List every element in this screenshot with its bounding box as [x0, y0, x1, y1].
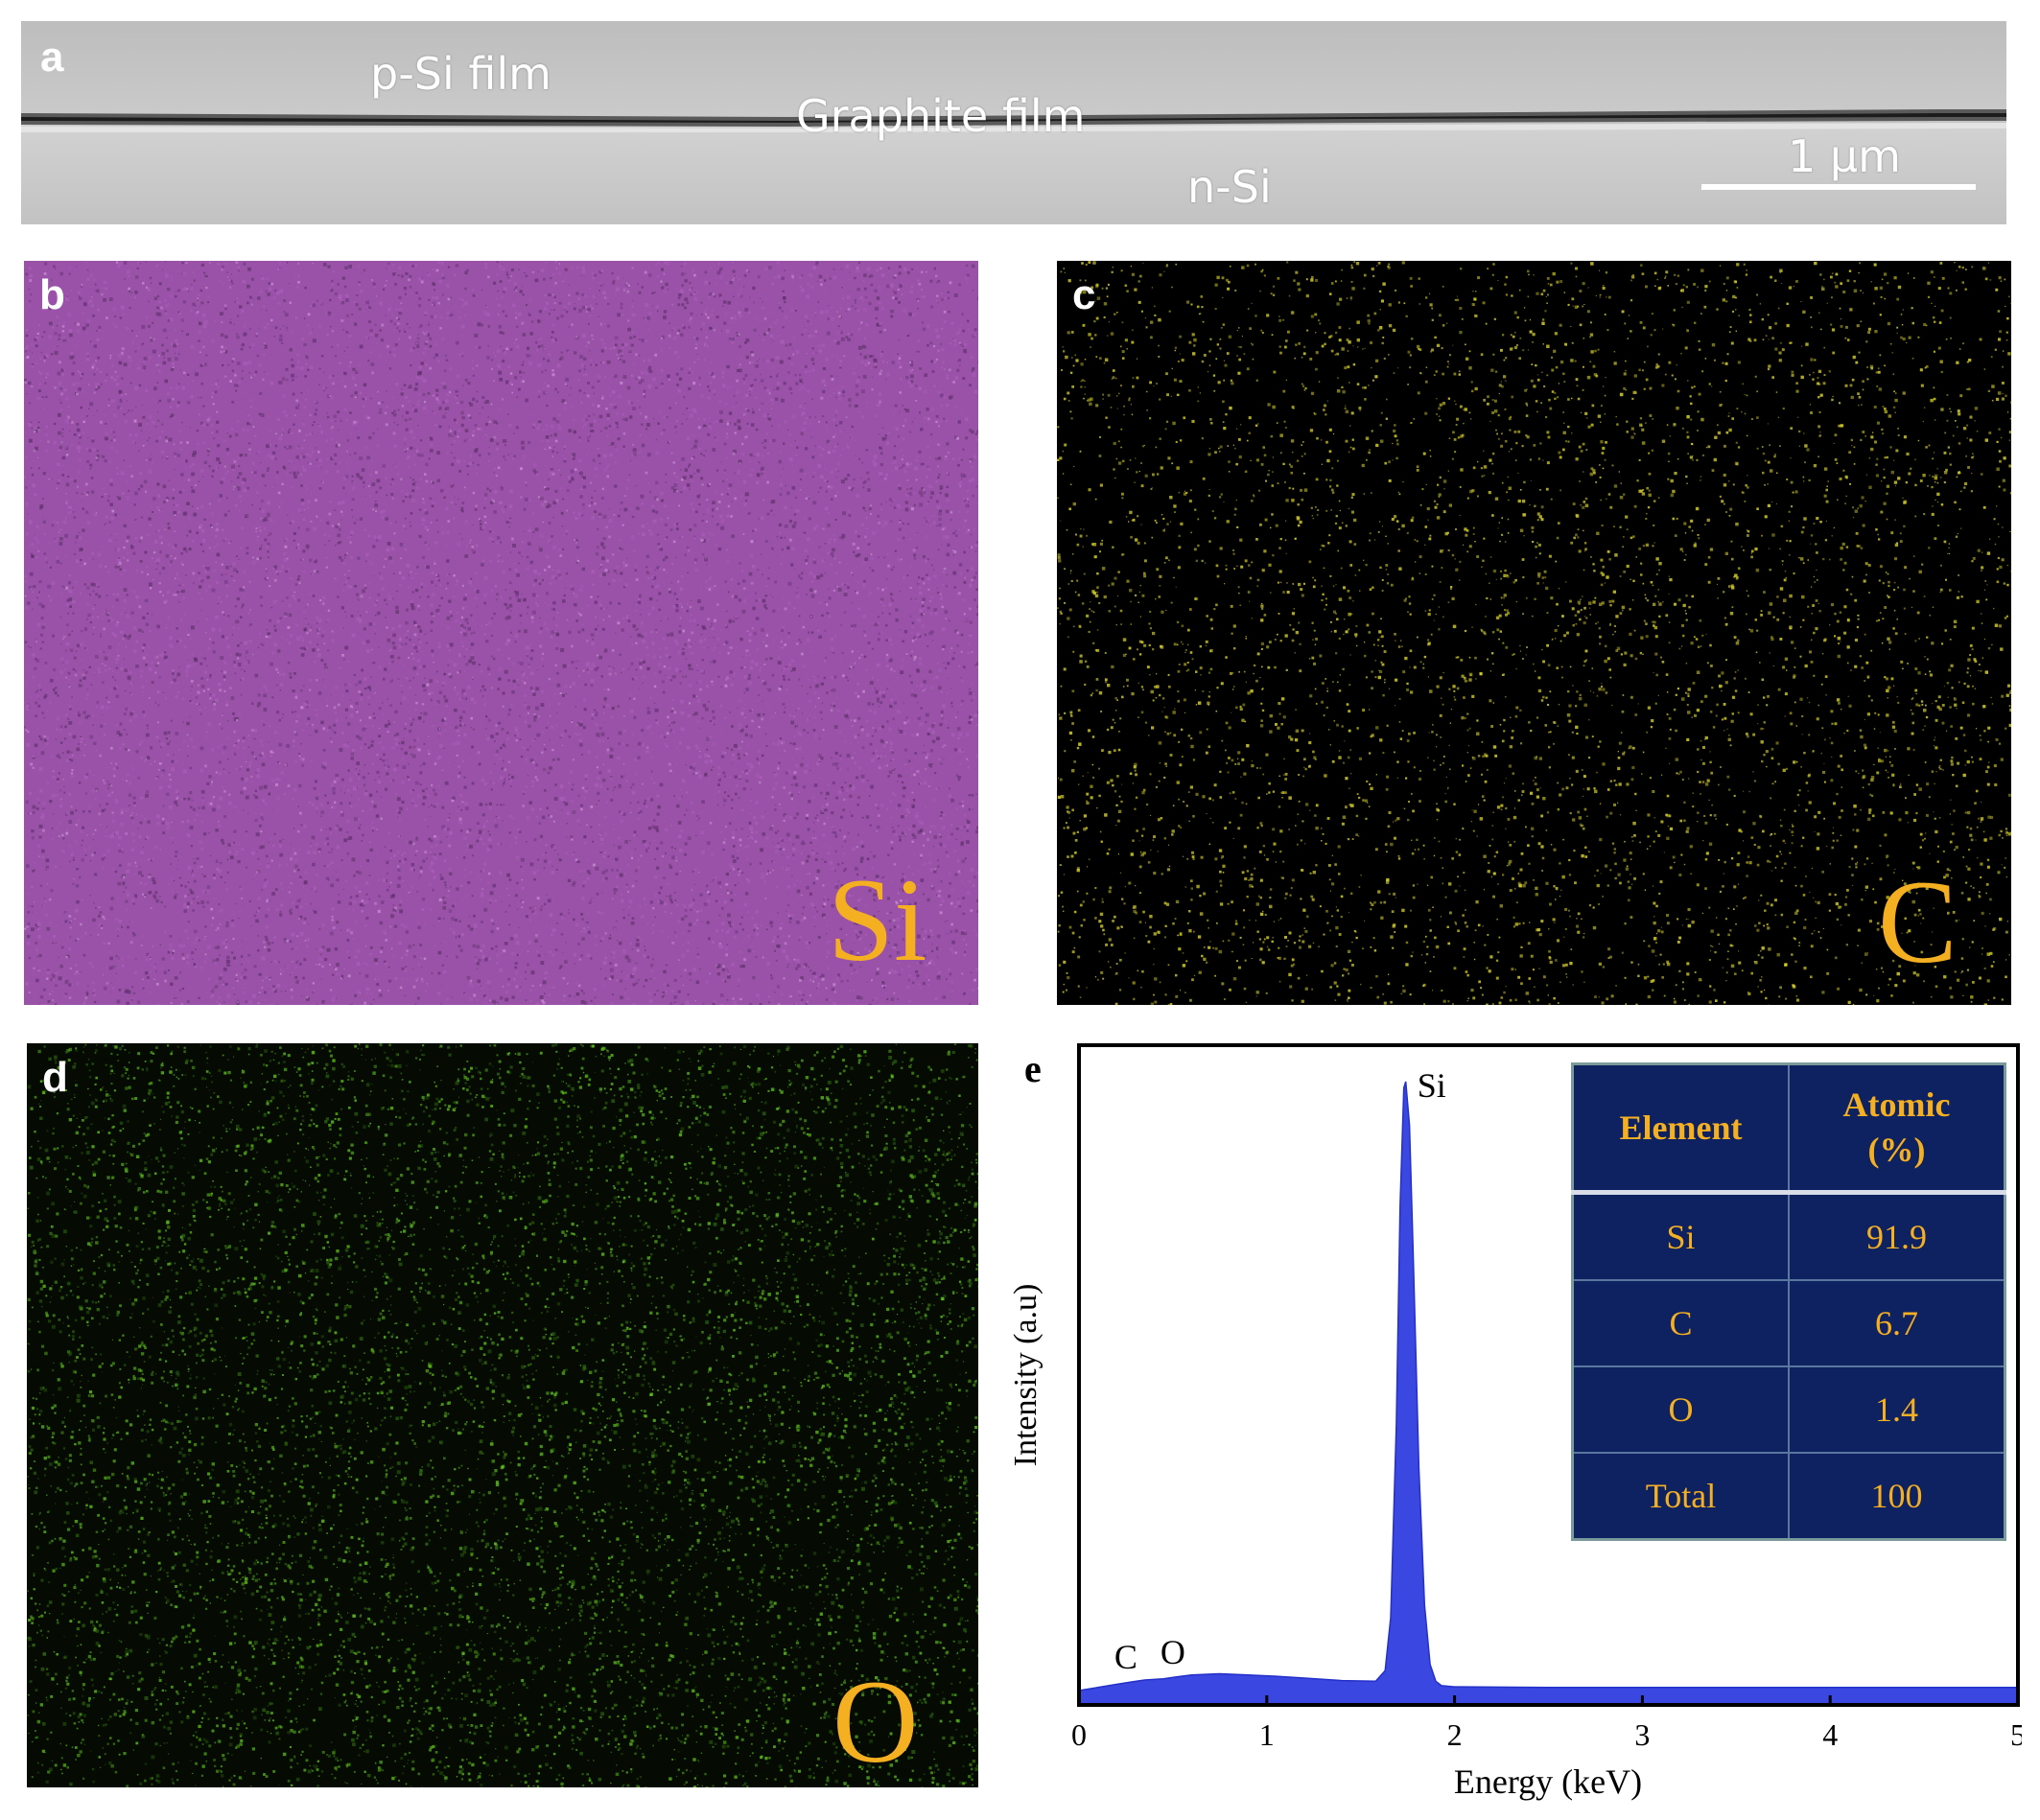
row-atomic-value: 1.4: [1788, 1365, 2006, 1454]
table-row: Si 91.9: [1571, 1191, 2006, 1281]
o-map-texture: [27, 1043, 978, 1787]
x-tick-label: 3: [1634, 1717, 1650, 1752]
map-element-label-si: Si: [828, 861, 926, 980]
table-row: Total 100: [1571, 1452, 2006, 1541]
scale-bar: [1701, 184, 1976, 190]
table-row: O 1.4: [1571, 1365, 2006, 1454]
row-atomic-value: 100: [1788, 1452, 2006, 1541]
graphite-film-label: Graphite film: [796, 94, 1085, 138]
x-tick-label: 1: [1259, 1717, 1275, 1752]
sem-layer-graphic: [21, 21, 2006, 224]
peak-label-si: Si: [1418, 1066, 1446, 1105]
row-atomic-value: 6.7: [1788, 1279, 2006, 1367]
panel-label-d: d: [42, 1057, 68, 1099]
sem-cross-section-image: a p-Si film Graphite film n-Si 1 μm: [21, 21, 2006, 224]
peak-label-o: O: [1161, 1633, 1185, 1671]
x-tick-label: 2: [1447, 1717, 1463, 1752]
row-atomic-value: 91.9: [1788, 1191, 2006, 1281]
row-element: Total: [1571, 1452, 1790, 1541]
si-eds-map: b Si: [24, 261, 978, 1005]
x-axis-label: Energy (keV): [1454, 1762, 1642, 1801]
y-axis-label: Intensity (a.u): [1008, 1284, 1043, 1467]
panel-label-a: a: [40, 36, 63, 79]
c-eds-map: c C: [1057, 261, 2011, 1005]
atomic-composition-table: Element Atomic (%) Si 91.9 C 6.7 O 1.4 T…: [1571, 1062, 2006, 1541]
plot-frame: [1077, 1043, 2020, 1707]
si-map-texture: [24, 261, 978, 1005]
x-tick-label: 0: [1071, 1717, 1087, 1752]
row-element: C: [1571, 1279, 1790, 1367]
map-element-label-o: O: [832, 1663, 919, 1782]
row-element: O: [1571, 1365, 1790, 1454]
peak-label-c: C: [1114, 1638, 1137, 1676]
o-eds-map: d O: [27, 1043, 978, 1787]
n-si-label: n-Si: [1187, 165, 1272, 209]
p-si-film-label: p-Si film: [370, 52, 551, 96]
table-header-row: Element Atomic (%): [1571, 1062, 2006, 1195]
x-tick-label: 5: [2010, 1717, 2022, 1752]
spectrum-area: [1078, 1081, 2019, 1706]
x-tick-label: 4: [1822, 1717, 1838, 1752]
panel-label-e: e: [1024, 1047, 1042, 1090]
panel-label-c: c: [1072, 274, 1095, 316]
header-element: Element: [1571, 1062, 1790, 1195]
map-element-label-c: C: [1878, 863, 1958, 982]
table-row: C 6.7: [1571, 1279, 2006, 1367]
c-map-texture: [1057, 261, 2011, 1005]
scale-bar-label: 1 μm: [1788, 134, 1901, 178]
row-element: Si: [1571, 1191, 1790, 1281]
header-atomic-percent: Atomic (%): [1788, 1062, 2006, 1195]
panel-label-b: b: [39, 274, 65, 316]
